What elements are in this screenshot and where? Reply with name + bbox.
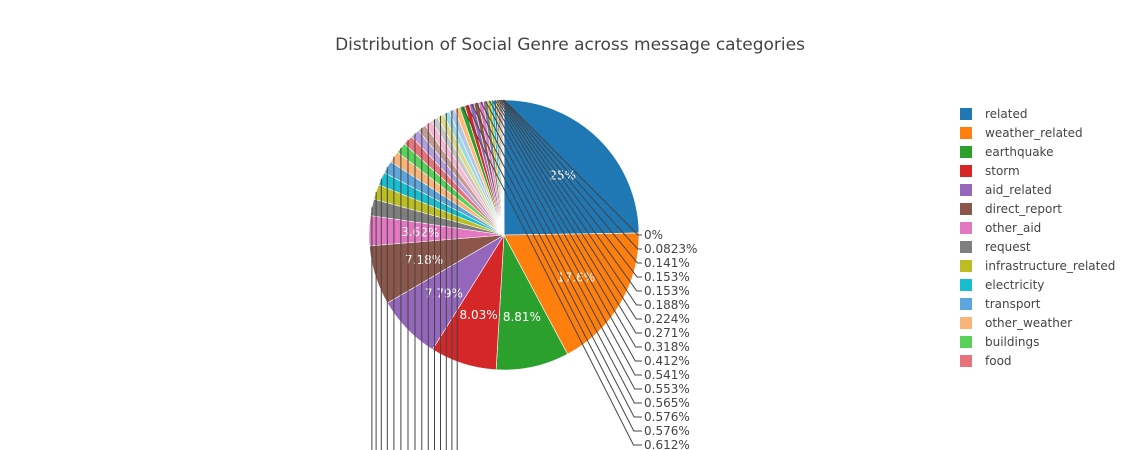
- legend-swatch: [960, 317, 972, 329]
- legend-label: buildings: [985, 335, 1039, 349]
- leader-line: [498, 99, 642, 306]
- slice-percent-label: 0.153%: [644, 270, 690, 284]
- legend-label: electricity: [985, 278, 1044, 292]
- slice-percent-label: 0%: [644, 228, 663, 242]
- leader-line: [488, 100, 642, 362]
- legend: related weather_related earthquake storm aid…: [960, 107, 1115, 368]
- legend-label: earthquake: [985, 145, 1053, 159]
- outside-labels: 0%0.0823%0.141%0.153%0.153%0.188%0.224%0…: [371, 99, 697, 450]
- slice-percent-label: 0.541%: [644, 368, 690, 382]
- legend-label: related: [985, 107, 1027, 121]
- legend-label: other_aid: [985, 221, 1041, 235]
- leader-line: [499, 99, 642, 292]
- leader-line: [503, 99, 642, 250]
- slice-percent-label: 0.412%: [644, 354, 690, 368]
- legend-swatch: [960, 298, 972, 310]
- slice-percent-label: 0.141%: [644, 256, 690, 270]
- slice-percent-label: 17.6%: [557, 271, 595, 285]
- pie-slices: [368, 99, 640, 371]
- leader-line: [461, 106, 642, 446]
- slice-percent-label: 0.188%: [644, 298, 690, 312]
- legend-label: storm: [985, 164, 1020, 178]
- legend-item[interactable]: infrastructure_related: [960, 259, 1115, 273]
- slice-percent-label: 0.271%: [644, 326, 690, 340]
- legend-swatch: [960, 355, 972, 367]
- legend-label: transport: [985, 297, 1041, 311]
- legend-item[interactable]: food: [960, 354, 1012, 368]
- legend-swatch: [960, 203, 972, 215]
- legend-label: other_weather: [985, 316, 1072, 330]
- slice-percent-label: 0.576%: [644, 424, 690, 438]
- slice-percent-label: 0.565%: [644, 396, 690, 410]
- legend-item[interactable]: buildings: [960, 335, 1039, 349]
- legend-label: direct_report: [985, 202, 1062, 216]
- legend-swatch: [960, 127, 972, 139]
- leader-line: [492, 100, 642, 348]
- slice-percent-label: 0.553%: [644, 382, 690, 396]
- leader-line: [502, 99, 642, 264]
- leader-line: [471, 103, 642, 418]
- legend-item[interactable]: direct_report: [960, 202, 1062, 216]
- legend-swatch: [960, 260, 972, 272]
- slice-percent-label: 3.62%: [401, 225, 440, 240]
- leader-line: [501, 99, 642, 278]
- slice-percent-label: 0.224%: [644, 312, 690, 326]
- legend-swatch: [960, 279, 972, 291]
- legend-item[interactable]: related: [960, 107, 1027, 121]
- slice-percent-label: 7.18%: [405, 253, 443, 267]
- legend-item[interactable]: aid_related: [960, 183, 1052, 197]
- legend-item[interactable]: other_aid: [960, 221, 1041, 235]
- chart-title: Distribution of Social Genre across mess…: [335, 35, 805, 55]
- slice-percent-label: 0.0823%: [644, 242, 697, 256]
- leader-line: [485, 101, 642, 376]
- legend-label: infrastructure_related: [985, 259, 1115, 273]
- leader-line: [480, 101, 642, 390]
- slice-percent-label: 8.03%: [460, 308, 498, 322]
- slice-percent-label: 0.612%: [644, 438, 690, 450]
- slice-percent-label: 8.81%: [503, 310, 541, 324]
- legend-swatch: [960, 184, 972, 196]
- leader-line: [494, 100, 642, 334]
- legend-swatch: [960, 146, 972, 158]
- legend-label: request: [985, 240, 1031, 254]
- legend-item[interactable]: transport: [960, 297, 1041, 311]
- legend-item[interactable]: request: [960, 240, 1031, 254]
- legend-item[interactable]: electricity: [960, 278, 1044, 292]
- legend-item[interactable]: other_weather: [960, 316, 1072, 330]
- slice-percent-label: 0.153%: [644, 284, 690, 298]
- legend-swatch: [960, 108, 972, 120]
- leader-line: [503, 99, 642, 236]
- legend-swatch: [960, 222, 972, 234]
- legend-item[interactable]: weather_related: [960, 126, 1083, 140]
- legend-label: food: [985, 354, 1012, 368]
- leader-line: [496, 99, 642, 320]
- legend-label: weather_related: [985, 126, 1083, 140]
- legend-swatch: [960, 165, 972, 177]
- pie-slice[interactable]: [503, 232, 640, 355]
- legend-swatch: [960, 336, 972, 348]
- leader-line: [475, 102, 642, 404]
- legend-swatch: [960, 241, 972, 253]
- legend-item[interactable]: storm: [960, 164, 1020, 178]
- slice-percent-label: 0.576%: [644, 410, 690, 424]
- legend-label: aid_related: [985, 183, 1052, 197]
- slice-percent-label: 0.318%: [644, 340, 690, 354]
- legend-item[interactable]: earthquake: [960, 145, 1053, 159]
- leader-line: [466, 104, 642, 432]
